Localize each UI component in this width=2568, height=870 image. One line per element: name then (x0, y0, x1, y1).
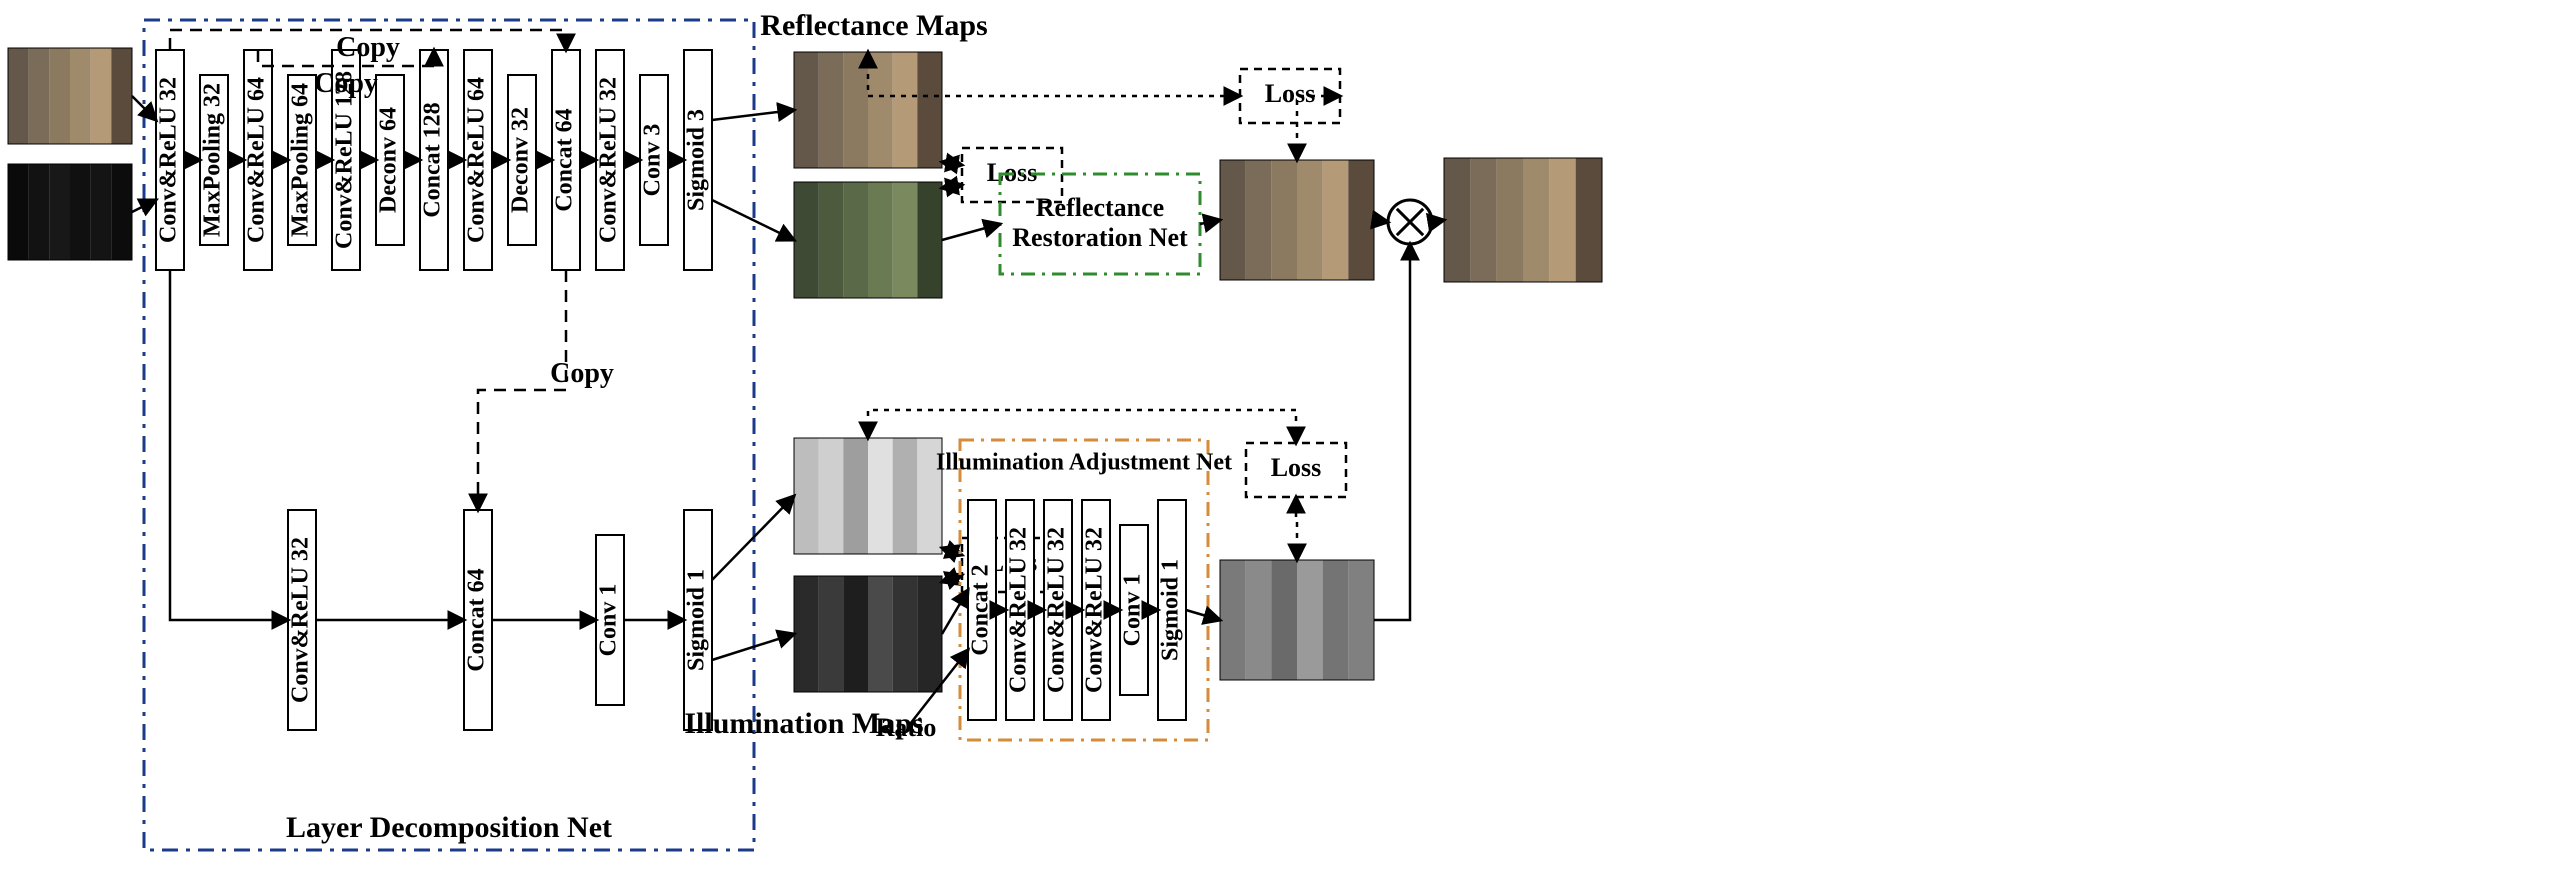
ldn-top-layer-6: Concat 128 (420, 50, 449, 270)
final-output-image (1444, 158, 1602, 282)
svg-text:Conv 1: Conv 1 (596, 584, 622, 657)
svg-text:Ratio: Ratio (876, 713, 937, 742)
ian-layer-3: Conv&ReLU 32 (1082, 500, 1111, 720)
svg-text:Conv&ReLU 32: Conv&ReLU 32 (288, 537, 314, 703)
ldn-top-layer-12: Sigmoid 3 (684, 50, 713, 270)
ldn-top-layer-10: Conv&ReLU 32 (596, 50, 625, 270)
ian-layer-5: Sigmoid 1 (1158, 500, 1187, 720)
ldn-bot-layer-0: Conv&ReLU 32 (288, 510, 317, 730)
svg-text:Restoration Net: Restoration Net (1012, 223, 1188, 252)
svg-text:Conv&ReLU 32: Conv&ReLU 32 (1006, 527, 1032, 693)
svg-text:Copy: Copy (336, 32, 400, 63)
ldn-top-layer-3: MaxPooling 64 (288, 75, 317, 245)
svg-text:Concat 128: Concat 128 (420, 102, 446, 217)
svg-text:Deconv 32: Deconv 32 (508, 107, 534, 213)
svg-text:Loss: Loss (987, 158, 1038, 187)
svg-text:Conv&ReLU 32: Conv&ReLU 32 (156, 77, 182, 243)
illumination-dark-image (794, 576, 942, 692)
svg-text:Conv&ReLU 64: Conv&ReLU 64 (464, 77, 490, 243)
reflectance-normal-image (794, 52, 942, 168)
input-normal-image (8, 48, 132, 144)
ldn-top-layer-7: Conv&ReLU 64 (464, 50, 493, 270)
svg-text:Sigmoid 1: Sigmoid 1 (1158, 559, 1184, 661)
svg-text:Conv&ReLU 32: Conv&ReLU 32 (596, 77, 622, 243)
svg-text:Copy: Copy (314, 68, 378, 99)
svg-text:Concat 64: Concat 64 (552, 108, 578, 211)
svg-text:Deconv 64: Deconv 64 (376, 107, 402, 213)
svg-text:Conv&ReLU 32: Conv&ReLU 32 (1082, 527, 1108, 693)
reflectance-dark-image (794, 182, 942, 298)
ldn-bot-layer-1: Concat 64 (464, 510, 493, 730)
svg-text:MaxPooling 32: MaxPooling 32 (200, 83, 226, 237)
svg-text:Illumination Adjustment Net: Illumination Adjustment Net (936, 450, 1232, 476)
ldn-top-layer-9: Concat 64 (552, 50, 581, 270)
ldn-top-layer-2: Conv&ReLU 64 (244, 50, 273, 270)
svg-text:Loss: Loss (1271, 453, 1322, 482)
ldn-bot-layer-3: Sigmoid 1 (684, 510, 713, 730)
svg-text:Concat 2: Concat 2 (968, 564, 994, 655)
svg-text:Reflectance: Reflectance (1036, 193, 1164, 222)
svg-text:Conv 1: Conv 1 (1120, 574, 1146, 647)
ian-layer-4: Conv 1 (1120, 525, 1149, 695)
ldn-top-layer-1: MaxPooling 32 (200, 75, 229, 245)
ian-layer-0: Concat 2 (968, 500, 997, 720)
svg-text:MaxPooling 64: MaxPooling 64 (288, 83, 314, 237)
svg-text:Loss: Loss (1265, 79, 1316, 108)
reflectance-restored-image (1220, 160, 1374, 280)
ldn-top-layer-5: Deconv 64 (376, 75, 405, 245)
svg-text:Conv 3: Conv 3 (640, 124, 666, 197)
svg-text:Sigmoid 1: Sigmoid 1 (684, 569, 710, 671)
ldn-bot-layer-2: Conv 1 (596, 535, 625, 705)
ldn-top-layer-11: Conv 3 (640, 75, 669, 245)
ldn-top-layer-8: Deconv 32 (508, 75, 537, 245)
svg-text:Reflectance Maps: Reflectance Maps (760, 9, 987, 42)
svg-text:Conv&ReLU 64: Conv&ReLU 64 (244, 77, 270, 243)
svg-text:Sigmoid 3: Sigmoid 3 (684, 109, 710, 211)
svg-text:Layer Decomposition Net: Layer Decomposition Net (286, 811, 612, 844)
svg-text:Concat 64: Concat 64 (464, 568, 490, 671)
svg-text:Conv&ReLU 32: Conv&ReLU 32 (1044, 527, 1070, 693)
ian-layer-2: Conv&ReLU 32 (1044, 500, 1073, 720)
svg-text:Copy: Copy (550, 358, 614, 389)
ian-layer-1: Conv&ReLU 32 (1006, 500, 1035, 720)
ldn-top-layer-0: Conv&ReLU 32 (156, 50, 185, 270)
illumination-light-image (794, 438, 942, 554)
input-dark-image (8, 164, 132, 260)
illumination-adjusted-image (1220, 560, 1374, 680)
